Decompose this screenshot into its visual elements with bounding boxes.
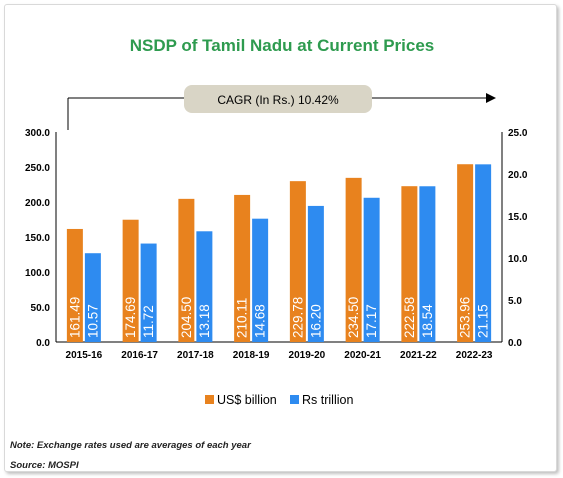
legend-label-usd: US$ billion xyxy=(217,393,277,407)
x-tick-label: 2021-22 xyxy=(400,350,437,361)
bar-usd-billion xyxy=(345,177,362,342)
bar-rs-trillion xyxy=(196,231,213,342)
x-tick-label: 2022-23 xyxy=(456,350,493,361)
cagr-label: CAGR (In Rs.) 10.42% xyxy=(217,93,339,107)
data-label-usd: 161.49 xyxy=(67,297,82,338)
data-label-usd: 204.50 xyxy=(179,297,194,338)
y-right-tick-label: 25.0 xyxy=(508,128,528,139)
x-tick-label: 2020-21 xyxy=(344,350,381,361)
legend-label-rs: Rs trillion xyxy=(302,393,353,407)
y-left-tick-label: 0.0 xyxy=(36,338,50,349)
data-label-usd: 210.11 xyxy=(235,298,250,338)
y-right-tick-label: 15.0 xyxy=(508,212,528,223)
chart-title: NSDP of Tamil Nadu at Current Prices xyxy=(130,36,435,55)
data-label-rs: 16.20 xyxy=(308,304,323,338)
legend-swatch-rs xyxy=(290,395,299,404)
exchange-rate-note: Note: Exchange rates used are averages o… xyxy=(10,440,251,451)
data-label-rs: 17.17 xyxy=(364,304,379,338)
data-label-rs: 21.15 xyxy=(476,304,491,338)
y-right-tick-label: 0.0 xyxy=(508,338,522,349)
bar-usd-billion xyxy=(401,186,418,342)
bar-rs-trillion xyxy=(140,243,157,342)
data-label-usd: 229.78 xyxy=(290,297,305,338)
bar-rs-trillion xyxy=(475,164,492,342)
y-right-tick-label: 20.0 xyxy=(508,170,528,181)
y-left-tick-label: 250.0 xyxy=(25,163,50,174)
y-right-tick-label: 5.0 xyxy=(508,296,522,307)
y-left-tick-label: 50.0 xyxy=(31,303,51,314)
y-left-tick-label: 300.0 xyxy=(25,128,50,139)
data-label-usd: 253.96 xyxy=(458,297,473,338)
bar-rs-trillion xyxy=(419,186,436,342)
y-left-tick-label: 150.0 xyxy=(25,233,50,244)
cagr-box xyxy=(184,85,372,113)
bar-usd-billion xyxy=(66,228,83,342)
x-tick-label: 2019-20 xyxy=(289,350,326,361)
bar-usd-billion xyxy=(122,219,139,342)
data-label-rs: 13.18 xyxy=(197,304,212,338)
bar-usd-billion xyxy=(178,198,195,342)
data-label-usd: 174.69 xyxy=(123,297,138,338)
x-tick-label: 2015-16 xyxy=(66,350,103,361)
data-label-rs: 11.72 xyxy=(141,305,156,338)
y-left-tick-label: 200.0 xyxy=(25,198,50,209)
bar-rs-trillion xyxy=(363,197,380,342)
bar-rs-trillion xyxy=(307,205,324,342)
data-label-rs: 18.54 xyxy=(420,304,435,338)
x-tick-label: 2016-17 xyxy=(121,350,158,361)
x-tick-label: 2017-18 xyxy=(177,350,214,361)
y-right-tick-label: 10.0 xyxy=(508,254,528,265)
source-note: Source: MOSPI xyxy=(10,460,79,471)
y-left-tick-label: 100.0 xyxy=(25,268,50,279)
data-label-usd: 222.58 xyxy=(402,297,417,338)
bar-usd-billion xyxy=(234,194,251,342)
data-label-rs: 14.68 xyxy=(253,304,268,338)
bar-usd-billion xyxy=(289,181,306,342)
bar-rs-trillion xyxy=(252,218,269,342)
legend-swatch-usd xyxy=(205,395,214,404)
data-label-rs: 10.57 xyxy=(85,304,100,338)
cagr-arrow-head xyxy=(486,93,496,103)
bar-usd-billion xyxy=(457,164,474,342)
x-tick-label: 2018-19 xyxy=(233,350,270,361)
bar-rs-trillion xyxy=(84,253,101,342)
data-label-usd: 234.50 xyxy=(346,297,361,338)
